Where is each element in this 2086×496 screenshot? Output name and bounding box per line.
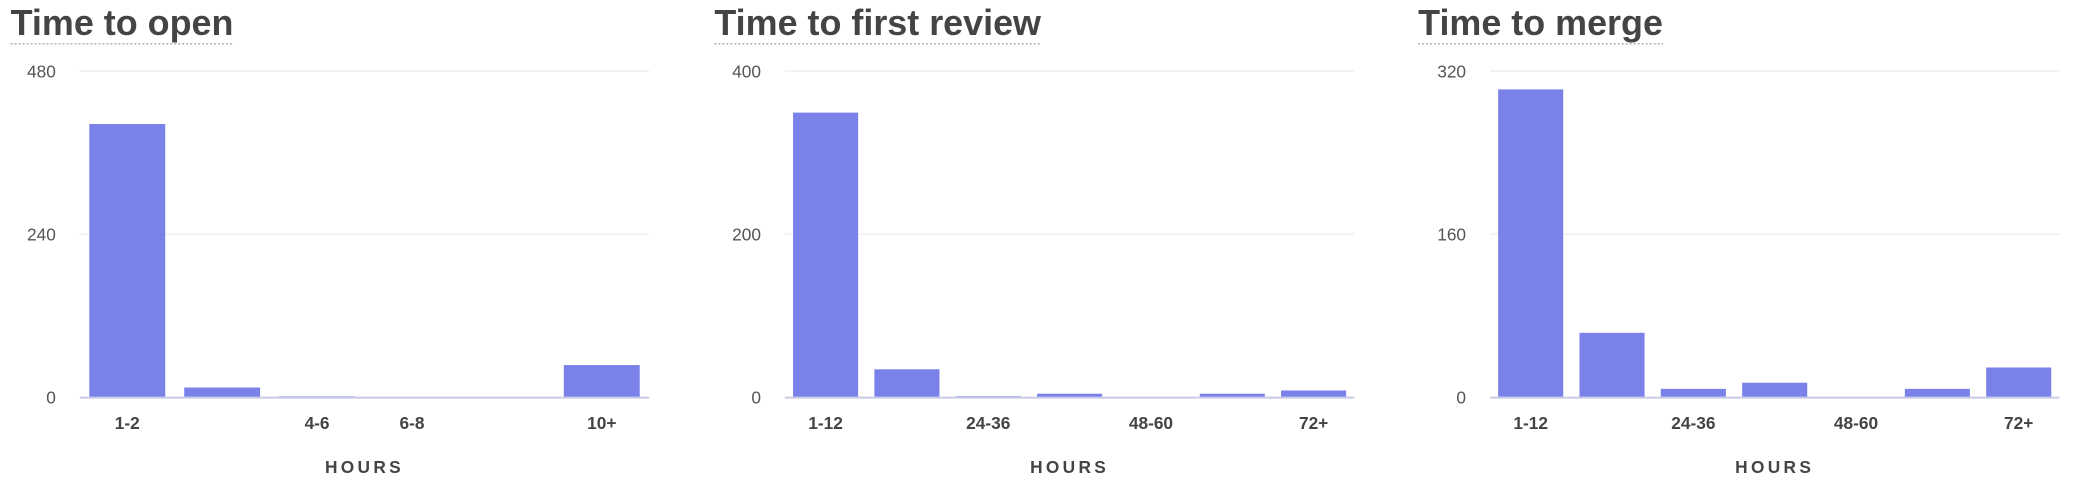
bar-36-48[interactable] xyxy=(1742,382,1808,397)
y-tick-label: 200 xyxy=(732,225,761,245)
y-tick-label: 480 xyxy=(27,62,56,82)
bar-12-24[interactable] xyxy=(1579,332,1645,397)
x-tick-label: 24-36 xyxy=(966,413,1010,433)
bar-60-72[interactable] xyxy=(1199,393,1265,397)
y-tick-label: 0 xyxy=(1456,388,1466,408)
bar-72+[interactable] xyxy=(1986,367,2052,397)
chart-title[interactable]: Time to open xyxy=(11,2,234,43)
y-tick-label: 0 xyxy=(46,388,56,408)
bar-2-4[interactable] xyxy=(184,387,261,397)
x-tick-label: 72+ xyxy=(2004,413,2033,433)
bar-24-36[interactable] xyxy=(955,396,1021,397)
x-axis-title: HOURS xyxy=(1735,457,1814,477)
y-tick-label: 400 xyxy=(732,62,761,82)
y-tick-label: 160 xyxy=(1437,225,1466,245)
x-tick-label: 4-6 xyxy=(305,413,330,433)
x-tick-label: 6-8 xyxy=(399,413,424,433)
chart-0: Time to open 0 240 480 1-2 4-6 6-8 10+ HOURS xyxy=(10,2,650,477)
bar-1-2[interactable] xyxy=(89,124,166,397)
x-tick-label: 48-60 xyxy=(1834,413,1878,433)
bar-72+[interactable] xyxy=(1281,390,1347,397)
bar-10+[interactable] xyxy=(563,365,640,397)
chart-1: Time to first review 0 200 400 1-12 24-36 48-6… xyxy=(714,2,1355,477)
bar-1-12[interactable] xyxy=(793,112,859,397)
bar-24-36[interactable] xyxy=(1660,388,1726,397)
x-tick-label: 48-60 xyxy=(1129,413,1173,433)
bar-1-12[interactable] xyxy=(1498,89,1564,397)
chart-2: Time to merge 0 160 320 1-12 24-36 48-60 72+ HOU… xyxy=(1418,2,2060,477)
x-tick-label: 10+ xyxy=(587,413,616,433)
bar-60-72[interactable] xyxy=(1904,388,1970,397)
y-tick-label: 320 xyxy=(1437,62,1466,82)
bar-36-48[interactable] xyxy=(1037,393,1103,397)
y-tick-label: 0 xyxy=(751,388,761,408)
chart-title[interactable]: Time to merge xyxy=(1418,2,1663,43)
x-axis-title: HOURS xyxy=(1030,457,1109,477)
bar-4-6[interactable] xyxy=(279,396,356,397)
x-tick-label: 1-12 xyxy=(1513,413,1548,433)
x-tick-label: 1-2 xyxy=(115,413,140,433)
chart-title[interactable]: Time to first review xyxy=(714,2,1041,43)
y-tick-label: 240 xyxy=(27,225,56,245)
x-tick-label: 72+ xyxy=(1299,413,1328,433)
x-tick-label: 1-12 xyxy=(808,413,843,433)
x-axis-title: HOURS xyxy=(325,457,404,477)
bar-12-24[interactable] xyxy=(874,369,940,397)
x-tick-label: 24-36 xyxy=(1671,413,1715,433)
